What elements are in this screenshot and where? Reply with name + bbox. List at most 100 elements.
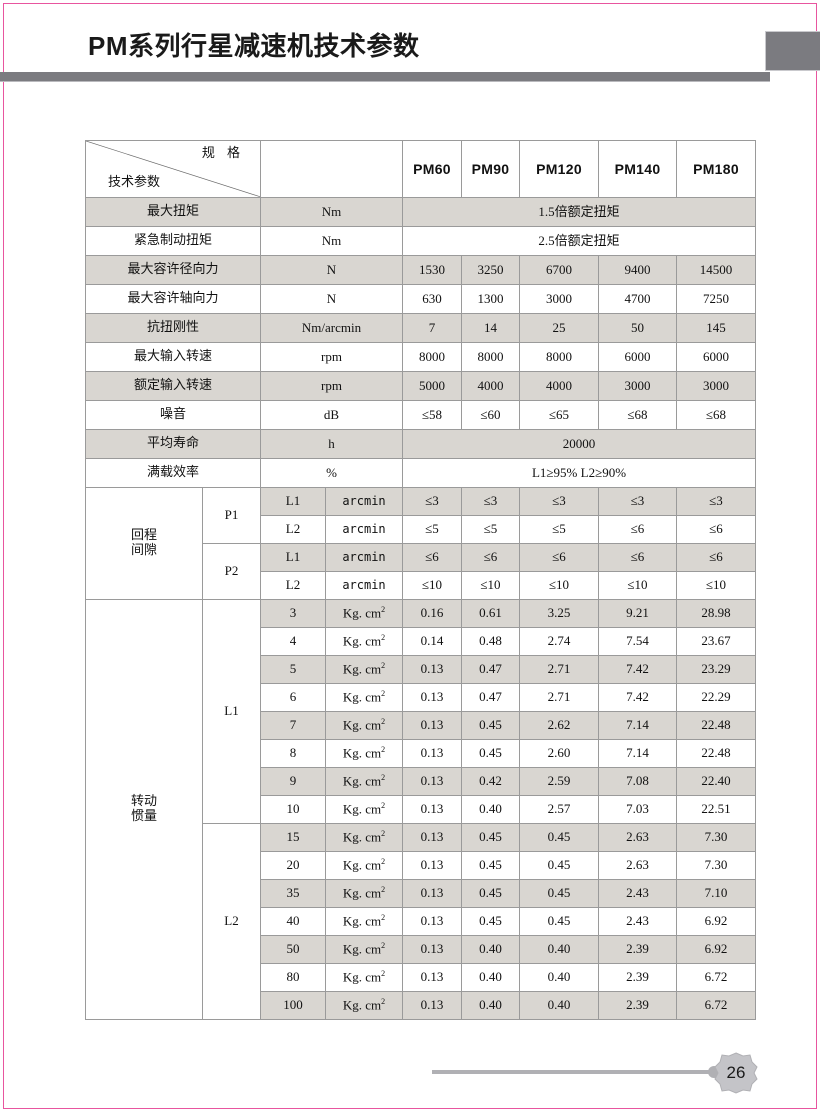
- inertia-value: 7.03: [598, 795, 677, 824]
- backlash-grade-p1: P1: [202, 487, 261, 544]
- param-value: 145: [676, 313, 756, 343]
- inertia-value: 22.48: [676, 739, 756, 768]
- inertia-value: 0.61: [461, 599, 520, 628]
- param-span-value: 20000: [402, 429, 756, 459]
- inertia-value: 0.47: [461, 655, 520, 684]
- inertia-value: 0.45: [461, 907, 520, 936]
- table-row: 平均寿命 h 20000: [85, 429, 756, 459]
- param-unit: Nm: [260, 226, 403, 256]
- param-value: 4000: [519, 371, 599, 401]
- inertia-value: 7.42: [598, 683, 677, 712]
- inertia-value: 2.63: [598, 823, 677, 852]
- inertia-value: 2.39: [598, 963, 677, 992]
- inertia-ratio: 100: [260, 991, 326, 1020]
- param-value: 630: [402, 284, 462, 314]
- backlash-unit: arcmin: [325, 543, 403, 572]
- param-name: 最大扭矩: [85, 197, 261, 227]
- inertia-unit: Kg. cm2: [325, 823, 403, 852]
- table-row: 4 Kg. cm2 0.14 0.48 2.74 7.54 23.67: [86, 627, 756, 656]
- inertia-ratio: 80: [260, 963, 326, 992]
- inertia-unit: Kg. cm2: [325, 767, 403, 796]
- param-value: ≤68: [676, 400, 756, 430]
- table-row: 40 Kg. cm2 0.13 0.45 0.45 2.43 6.92: [86, 907, 756, 936]
- inertia-value: 0.40: [461, 963, 520, 992]
- table-row: 噪音 dB ≤58 ≤60 ≤65 ≤68 ≤68: [85, 400, 756, 430]
- inertia-value: 0.40: [461, 935, 520, 964]
- inertia-value: 7.14: [598, 711, 677, 740]
- model-header-pm90: PM90: [461, 140, 520, 198]
- inertia-value: 2.57: [519, 795, 599, 824]
- inertia-value: 2.63: [598, 851, 677, 880]
- table-row: 100 Kg. cm2 0.13 0.40 0.40 2.39 6.72: [86, 991, 756, 1020]
- table-row: 80 Kg. cm2 0.13 0.40 0.40 2.39 6.72: [86, 963, 756, 992]
- inertia-value: 0.13: [402, 711, 462, 740]
- table-row: 35 Kg. cm2 0.13 0.45 0.45 2.43 7.10: [86, 879, 756, 908]
- table-corner-header: 规 格技术参数: [85, 140, 261, 198]
- backlash-value: ≤6: [676, 543, 756, 572]
- param-value: 5000: [402, 371, 462, 401]
- backlash-value: ≤6: [402, 543, 462, 572]
- inertia-value: 0.45: [519, 851, 599, 880]
- backlash-section-label: 回程 间隙: [85, 487, 203, 600]
- param-value: 1530: [402, 255, 462, 285]
- header-divider-bar: [0, 72, 770, 82]
- table-row: 满载效率% L1≥95% L2≥90%: [85, 458, 756, 488]
- inertia-value: 6.92: [676, 907, 756, 936]
- param-value: 1300: [461, 284, 520, 314]
- table-row: 20 Kg. cm2 0.13 0.45 0.45 2.63 7.30: [86, 851, 756, 880]
- inertia-ratio: 8: [260, 739, 326, 768]
- inertia-value: 0.13: [402, 683, 462, 712]
- param-value: 6000: [598, 342, 677, 372]
- inertia-ratio: 50: [260, 935, 326, 964]
- inertia-value: 0.45: [519, 823, 599, 852]
- param-value: 3250: [461, 255, 520, 285]
- param-value: 3000: [598, 371, 677, 401]
- backlash-stage: L1: [260, 543, 326, 572]
- inertia-value: 2.60: [519, 739, 599, 768]
- table-row: 6 Kg. cm2 0.13 0.47 2.71 7.42 22.29: [86, 683, 756, 712]
- backlash-value: ≤6: [461, 543, 520, 572]
- inertia-stage-l1: L1: [202, 599, 261, 824]
- table-row: 额定输入转速 rpm 5000 4000 4000 3000 3000: [85, 371, 756, 401]
- param-value: 14500: [676, 255, 756, 285]
- backlash-stage: L2: [260, 515, 326, 544]
- inertia-value: 7.30: [676, 823, 756, 852]
- table-row: 抗扭刚性 Nm/arcmin 7 14 25 50 145: [85, 313, 756, 343]
- param-value: 25: [519, 313, 599, 343]
- param-span-value: L1≥95% L2≥90%: [402, 458, 756, 488]
- param-unit: rpm: [260, 342, 403, 372]
- inertia-ratio: 5: [260, 655, 326, 684]
- inertia-unit: Kg. cm2: [325, 627, 403, 656]
- inertia-value: 2.62: [519, 711, 599, 740]
- inertia-ratio: 6: [260, 683, 326, 712]
- inertia-value: 0.16: [402, 599, 462, 628]
- backlash-value: ≤10: [519, 571, 599, 600]
- corner-spacer: [260, 140, 403, 198]
- inertia-value: 0.45: [461, 879, 520, 908]
- inertia-ratio: 15: [260, 823, 326, 852]
- inertia-ratio: 9: [260, 767, 326, 796]
- param-unit: Nm: [260, 197, 403, 227]
- inertia-value: 2.71: [519, 683, 599, 712]
- inertia-value: 0.13: [402, 963, 462, 992]
- inertia-unit: Kg. cm2: [325, 655, 403, 684]
- param-value: 6000: [676, 342, 756, 372]
- inertia-value: 7.30: [676, 851, 756, 880]
- param-name: 最大输入转速: [85, 342, 261, 372]
- footer-rule: [432, 1070, 714, 1074]
- inertia-value: 22.51: [676, 795, 756, 824]
- param-value: 4700: [598, 284, 677, 314]
- inertia-value: 2.43: [598, 879, 677, 908]
- inertia-unit: Kg. cm2: [325, 907, 403, 936]
- param-value: 9400: [598, 255, 677, 285]
- table-row: 最大输入转速 rpm 8000 8000 8000 6000 6000: [85, 342, 756, 372]
- inertia-unit: Kg. cm2: [325, 935, 403, 964]
- param-value: 50: [598, 313, 677, 343]
- page-number-badge-icon: [714, 1052, 758, 1094]
- table-row: 8 Kg. cm2 0.13 0.45 2.60 7.14 22.48: [86, 739, 756, 768]
- inertia-value: 22.48: [676, 711, 756, 740]
- param-name: 额定输入转速: [85, 371, 261, 401]
- backlash-value: ≤3: [676, 487, 756, 516]
- backlash-unit: arcmin: [325, 571, 403, 600]
- inertia-value: 0.13: [402, 991, 462, 1020]
